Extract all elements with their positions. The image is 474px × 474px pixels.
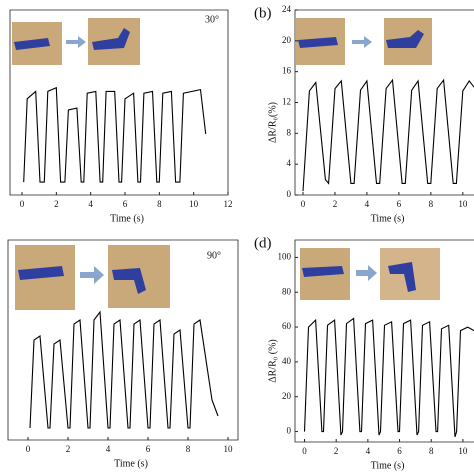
y-tick-label: 40 (282, 356, 292, 366)
photo-finger (298, 37, 338, 48)
y-tick-label: 0 (287, 189, 292, 199)
axes-frame (294, 239, 474, 443)
x-tick-label: 10 (224, 444, 234, 454)
panel-label: (b) (254, 5, 272, 21)
x-tick-label: 4 (88, 199, 93, 209)
data-line (303, 317, 474, 437)
y-tick-label: 24 (282, 4, 292, 14)
panel-label: (d) (254, 235, 272, 251)
x-tick-label: 6 (146, 444, 151, 454)
x-tick-label: 8 (157, 199, 162, 209)
photo-finger (388, 262, 416, 292)
x-axis-label: Time (s) (371, 213, 405, 224)
y-tick-label: 12 (282, 97, 291, 107)
x-tick-label: 8 (429, 446, 434, 456)
arrow (356, 265, 377, 281)
data-line (302, 78, 474, 192)
x-tick-label: 8 (186, 444, 191, 454)
annotation: 90° (207, 250, 221, 261)
x-tick-label: 0 (301, 199, 306, 209)
photo-finger (112, 268, 146, 294)
photo-finger (18, 266, 64, 280)
data-line (23, 86, 207, 183)
x-tick-label: 0 (26, 444, 31, 454)
arrow (66, 36, 86, 48)
photo-finger (14, 38, 50, 50)
y-tick-label: 0 (287, 426, 292, 436)
x-tick-label: 8 (429, 199, 434, 209)
x-tick-label: 10 (189, 199, 199, 209)
x-axis-label: Time (s) (110, 213, 144, 224)
y-tick-label: 20 (282, 35, 292, 45)
annotation: 30° (205, 14, 219, 25)
x-tick-label: 10 (458, 199, 468, 209)
x-tick-label: 2 (66, 444, 71, 454)
photo-finger (386, 30, 424, 48)
x-tick-label: 4 (106, 444, 111, 454)
panel: 0 2 4 6 8 10 Time (s) 90° (7, 239, 239, 469)
x-tick-label: 6 (123, 199, 128, 209)
arrow (352, 36, 372, 48)
data-line (29, 310, 219, 429)
y-tick-label: 80 (282, 286, 292, 296)
x-tick-label: 2 (333, 199, 338, 209)
y-tick-label: 16 (282, 66, 292, 76)
x-axis-label: Time (s) (371, 460, 405, 471)
photo-finger (302, 266, 344, 277)
y-tick-label: 8 (287, 127, 292, 137)
y-tick-label: 100 (278, 251, 292, 261)
y-axis-label: ΔR/R₀ (%) (267, 339, 278, 383)
x-tick-label: 0 (302, 446, 307, 456)
photos (12, 18, 440, 310)
x-tick-label: 2 (54, 199, 59, 209)
y-axis-label: ΔR/R₀(%) (267, 102, 278, 143)
x-tick-label: 12 (224, 199, 233, 209)
x-tick-label: 2 (334, 446, 339, 456)
photo-finger (92, 28, 130, 50)
x-tick-label: 0 (20, 199, 25, 209)
y-tick-label: 60 (282, 321, 292, 331)
y-tick-label: 4 (287, 158, 292, 168)
arrow (80, 266, 104, 284)
x-tick-label: 6 (397, 446, 402, 456)
x-axis-label: Time (s) (114, 458, 148, 469)
y-tick-label: 20 (282, 391, 292, 401)
x-tick-label: 6 (397, 199, 402, 209)
panel: 0 2 4 6 8 10 12 Time (s) 30° (9, 9, 233, 224)
axes-frame (7, 239, 239, 441)
x-tick-label: 4 (365, 199, 370, 209)
x-tick-label: 10 (458, 446, 468, 456)
x-tick-label: 4 (366, 446, 371, 456)
